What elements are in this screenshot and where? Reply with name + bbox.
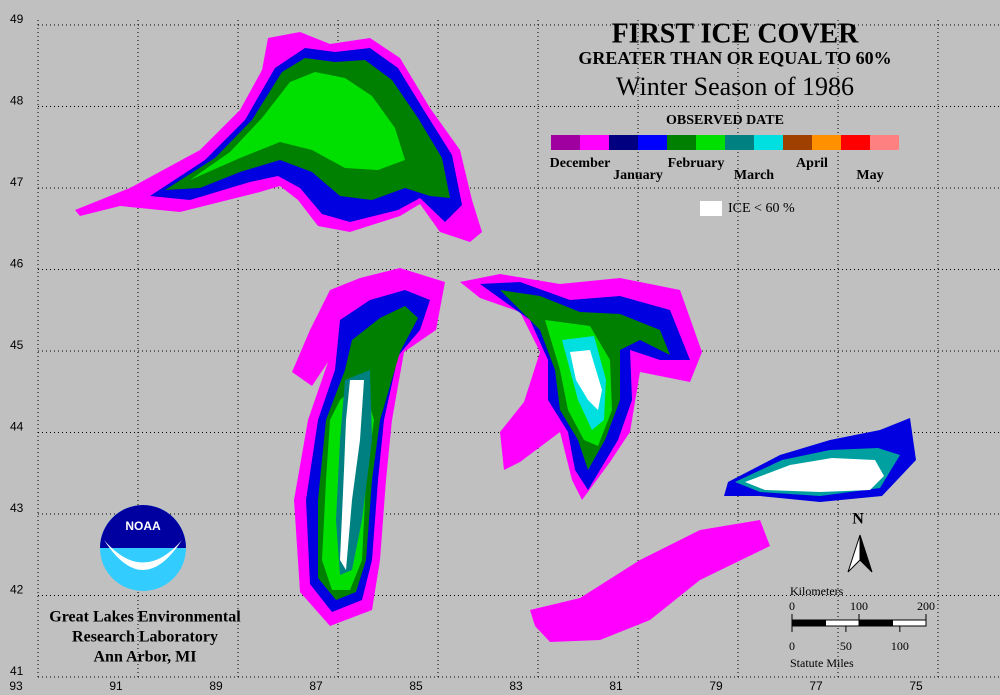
legend-swatch xyxy=(841,135,870,150)
lake-michigan xyxy=(292,268,445,626)
legend-label: January xyxy=(613,168,663,183)
lon-label: 75 xyxy=(909,679,923,693)
legend-swatch xyxy=(551,135,580,150)
legend-swatch xyxy=(667,135,696,150)
credit: Ann Arbor, MI xyxy=(94,649,197,666)
lake-superior xyxy=(75,32,482,242)
legend-label: April xyxy=(796,156,828,171)
lake-ontario xyxy=(724,418,916,502)
scale-bar: 0 100 200 0 50 100 xyxy=(789,599,935,653)
legend-swatch xyxy=(754,135,783,150)
lat-label: 41 xyxy=(10,664,24,678)
scale-segment xyxy=(858,619,893,627)
lon-label: 85 xyxy=(409,679,423,693)
km-label: Kilometers xyxy=(790,584,844,598)
lat-label: 42 xyxy=(10,583,24,597)
lat-label: 45 xyxy=(10,338,24,352)
legend-swatch xyxy=(696,135,725,150)
north-label: N xyxy=(852,511,864,528)
lat-label: 48 xyxy=(10,94,24,108)
lon-label: 83 xyxy=(509,679,523,693)
scale-segment xyxy=(791,619,826,627)
credit: Research Laboratory xyxy=(72,629,218,646)
legend-swatch xyxy=(812,135,841,150)
lat-label: 47 xyxy=(10,175,24,189)
legend-swatch xyxy=(580,135,609,150)
north-arrow xyxy=(859,534,873,573)
mile-tick-label: 100 xyxy=(891,639,909,653)
legend-label: December xyxy=(550,156,611,171)
legend-label: February xyxy=(668,156,725,171)
lat-label: 49 xyxy=(10,12,24,26)
logo-text: NOAA xyxy=(125,519,161,533)
km-tick-label: 100 xyxy=(850,599,868,613)
lon-label: 79 xyxy=(709,679,723,693)
scale-segment xyxy=(892,619,927,627)
lake-huron xyxy=(460,274,702,500)
legend-swatch xyxy=(725,135,754,150)
lat-label: 46 xyxy=(10,257,24,271)
lon-label: 77 xyxy=(809,679,823,693)
lon-label: 87 xyxy=(309,679,323,693)
lon-label: 93 xyxy=(9,679,23,693)
lake-erie xyxy=(530,520,770,642)
mile-tick-label: 50 xyxy=(840,639,852,653)
scale-segment xyxy=(825,619,860,627)
lon-label: 91 xyxy=(109,679,123,693)
legend-label: May xyxy=(856,168,883,183)
legend-swatch xyxy=(870,135,899,150)
legend-swatch xyxy=(638,135,667,150)
mile-tick-label: 0 xyxy=(789,639,795,653)
legend-swatch xyxy=(609,135,638,150)
subtitle: GREATER THAN OR EQUAL TO 60% xyxy=(578,48,891,68)
lon-label: 89 xyxy=(209,679,223,693)
mile-label: Statute Miles xyxy=(790,656,854,670)
km-tick-label: 200 xyxy=(917,599,935,613)
legend-swatch xyxy=(783,135,812,150)
season: Winter Season of 1986 xyxy=(616,72,854,101)
ice-swatch xyxy=(700,201,722,216)
km-tick-label: 0 xyxy=(789,599,795,613)
lon-label: 81 xyxy=(609,679,623,693)
noaa-logo: NOAA xyxy=(100,505,186,591)
ice-label: ICE < 60 % xyxy=(728,201,795,216)
legend-title: OBSERVED DATE xyxy=(666,113,784,128)
credit: Great Lakes Environmental xyxy=(49,609,241,626)
legend-label: March xyxy=(734,168,774,183)
title: FIRST ICE COVER xyxy=(612,18,860,49)
lat-label: 44 xyxy=(10,420,24,434)
lat-label: 43 xyxy=(10,501,24,515)
